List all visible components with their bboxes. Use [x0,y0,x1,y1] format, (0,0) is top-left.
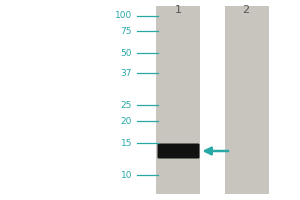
Text: 1: 1 [175,5,182,15]
Text: 15: 15 [121,138,132,147]
Text: 10: 10 [121,170,132,180]
FancyBboxPatch shape [158,144,200,158]
Text: 25: 25 [121,100,132,110]
Bar [156,6,268,194]
Text: 37: 37 [121,68,132,77]
Text: 2: 2 [242,5,250,15]
Text: 50: 50 [121,48,132,58]
Text: 20: 20 [121,116,132,126]
Text: 100: 100 [115,11,132,21]
Bar [200,6,225,194]
Text: 75: 75 [121,26,132,36]
